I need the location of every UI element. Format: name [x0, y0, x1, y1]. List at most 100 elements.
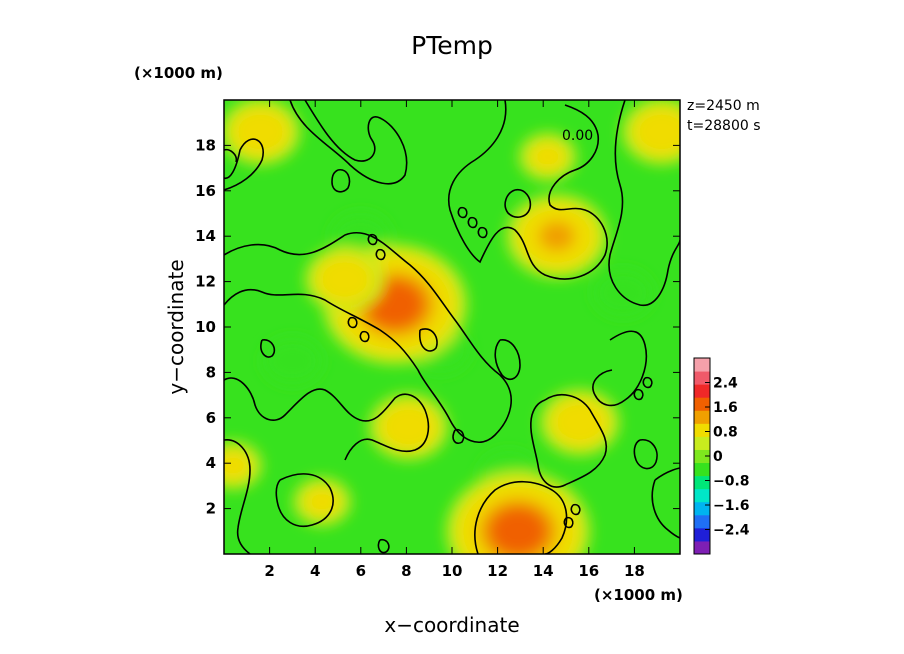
contour-line: [530, 394, 608, 488]
contour-line: [474, 480, 568, 554]
colorbar-tick-label: −1.6: [713, 498, 750, 514]
contour-line: [504, 188, 532, 218]
y-tick-labels: 2 4 6 8 10 12 14 16 18: [195, 136, 216, 517]
x-axis-multiplier: (×1000 m): [594, 586, 683, 604]
x-tick-label: 14: [533, 562, 554, 580]
colorbar-band: [694, 462, 710, 477]
contour-line: [260, 339, 276, 358]
colorbar-band: [694, 397, 710, 411]
warm-spot: [377, 289, 413, 320]
y-tick-label: 6: [206, 409, 216, 427]
y-tick-label: 16: [195, 182, 216, 200]
colorbar-tick-label: 0.8: [713, 425, 738, 441]
warm-spot: [529, 141, 566, 172]
warm-spot: [561, 407, 598, 438]
contour-line: [224, 439, 251, 554]
colorbar-band: [694, 449, 710, 464]
contour-line: [448, 100, 608, 280]
contour-line: [289, 100, 408, 185]
contour-line: [457, 206, 468, 219]
contour-label: 0.00: [562, 128, 593, 144]
colorbar-band: [694, 527, 710, 542]
contour-line: [633, 439, 658, 470]
x-tick-label: 16: [578, 562, 599, 580]
x-tick-label: 18: [624, 562, 645, 580]
x-tick-labels: 2 4 6 8 10 12 14 16 18: [264, 562, 644, 580]
contour-line: [224, 148, 238, 163]
warm-spot: [538, 221, 575, 252]
colorbar-tick-label: −0.8: [713, 474, 750, 490]
contour-line: [375, 248, 386, 261]
colorbar-band: [694, 384, 710, 398]
time-annotation: t=28800 s: [687, 118, 761, 134]
tick-marks: [224, 100, 680, 554]
contour-line: [477, 226, 488, 239]
colorbar-tick-label: 0: [713, 449, 723, 465]
colorbar-tick-labels: 2.4 1.6 0.8 0 −0.8 −1.6 −2.4: [713, 376, 750, 539]
y-tick-label: 4: [206, 454, 216, 472]
y-tick-label: 2: [206, 500, 216, 518]
warm-spot: [224, 450, 252, 481]
colorbar-band: [694, 410, 710, 424]
colorbar-tick-label: 2.4: [713, 376, 738, 392]
colorbar: [693, 357, 711, 555]
y-tick-label: 10: [195, 318, 216, 336]
colorbar-band: [694, 514, 710, 529]
y-axis-label: y−coordinate: [164, 259, 188, 394]
chart-title: PTemp: [411, 31, 493, 60]
x-tick-label: 6: [356, 562, 366, 580]
contour-line: [367, 233, 378, 246]
contour-line: [275, 473, 334, 527]
contour-line: [570, 503, 581, 516]
colorbar-band: [694, 423, 710, 437]
cool-patch: [262, 337, 323, 386]
contour-line: [494, 339, 521, 381]
y-tick-label: 14: [195, 227, 216, 245]
colorbar-tick-label: −2.4: [713, 523, 750, 539]
x-tick-label: 2: [264, 562, 274, 580]
contour-line: [467, 216, 478, 229]
plot-area: 0.00: [224, 100, 680, 554]
colorbar-band: [694, 436, 710, 450]
colorbar-tick-label: 1.6: [713, 400, 738, 416]
warm-spot: [326, 264, 363, 295]
colorbar-band: [694, 488, 710, 503]
contour-line: [359, 330, 370, 343]
colorbar-band: [694, 475, 710, 490]
temperature-field: [224, 100, 680, 554]
x-tick-label: 10: [442, 562, 463, 580]
contour-line: [224, 377, 430, 461]
contour-line: [592, 330, 648, 407]
contour-line: [419, 328, 438, 352]
contour-line: [563, 516, 574, 529]
y-tick-label: 12: [195, 273, 216, 291]
x-tick-label: 12: [487, 562, 508, 580]
contour-line: [608, 100, 680, 306]
contour-line: [331, 169, 351, 193]
contour-line: [377, 538, 390, 554]
x-axis-label: x−coordinate: [384, 613, 519, 637]
warm-spot: [500, 516, 537, 547]
colorbar-band: [694, 501, 710, 516]
cool-patch: [593, 268, 653, 317]
y-tick-label: 18: [195, 136, 216, 154]
contour-line: [642, 376, 653, 389]
x-tick-label: 4: [310, 562, 320, 580]
x-tick-label: 8: [401, 562, 411, 580]
warm-spot: [390, 411, 427, 442]
y-tick-label: 8: [206, 363, 216, 381]
colorbar-band: [694, 540, 710, 555]
warm-spot: [304, 486, 341, 517]
contour-line: [452, 428, 465, 445]
height-annotation: z=2450 m: [687, 98, 760, 114]
warm-spot: [643, 116, 680, 147]
contour-line: [633, 388, 644, 401]
zero-contours: [224, 100, 680, 554]
contour-line: [347, 316, 358, 329]
colorbar-band: [694, 371, 710, 385]
y-axis-multiplier: (×1000 m): [134, 64, 223, 82]
contour-line: [224, 138, 264, 191]
colorbar-band: [694, 358, 710, 372]
contour-line: [224, 232, 512, 444]
